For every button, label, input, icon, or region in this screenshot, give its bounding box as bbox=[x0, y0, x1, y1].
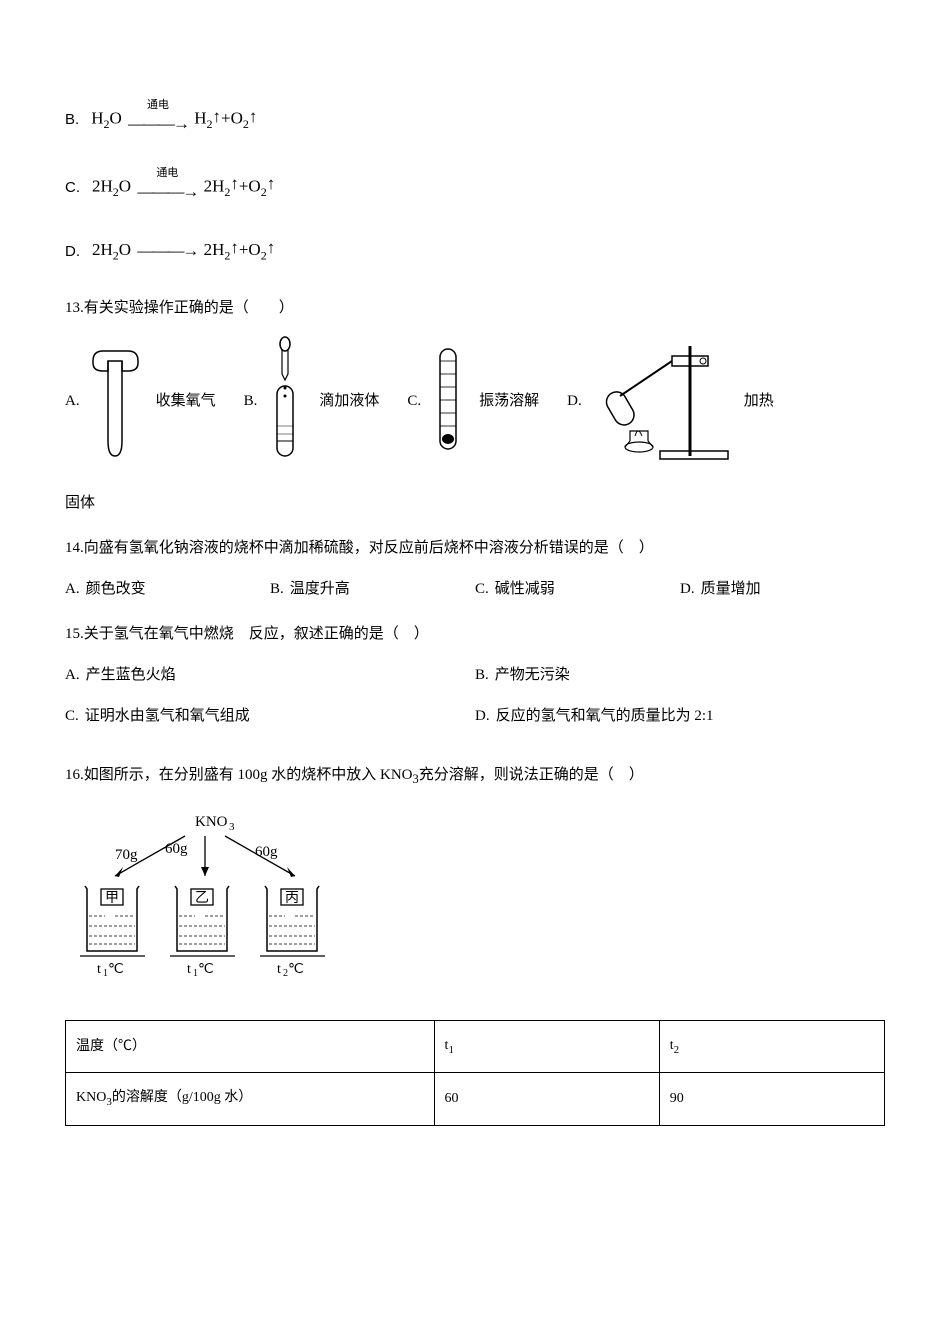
table-cell: 60 bbox=[434, 1073, 659, 1126]
table-cell: 90 bbox=[659, 1073, 884, 1126]
svg-text:t: t bbox=[97, 962, 101, 977]
equation-option-d: D. 2H2O ———→ 2H2↑+O2↑ bbox=[65, 235, 885, 267]
svg-text:℃: ℃ bbox=[108, 962, 124, 977]
option-text: 碱性减弱 bbox=[495, 576, 555, 603]
kno3-label: KNO bbox=[195, 814, 228, 830]
option-label: A. bbox=[65, 662, 80, 689]
option-text: 加热 bbox=[744, 388, 774, 415]
beaker-2: 乙 t1℃ bbox=[170, 886, 235, 979]
question-text: 有关实验操作正确的是（ ） bbox=[84, 300, 294, 316]
question-number: 15. bbox=[65, 626, 84, 642]
arrow-with-label: 通电 ———→ bbox=[128, 100, 188, 140]
option-a: A.颜色改变 bbox=[65, 576, 270, 603]
option-text: 颜色改变 bbox=[86, 576, 146, 603]
question-text-post: 充分溶解，则说法正确的是（ ） bbox=[419, 767, 644, 783]
option-c: C.碱性减弱 bbox=[475, 576, 680, 603]
option-label: D. bbox=[475, 703, 490, 730]
option-label: A. bbox=[65, 388, 80, 415]
svg-text:t: t bbox=[277, 962, 281, 977]
option-text: 振荡溶解 bbox=[479, 388, 539, 415]
option-b: B. 滴加液体 bbox=[244, 336, 380, 466]
option-text: 收集氧气 bbox=[156, 388, 216, 415]
shake-tube-icon bbox=[429, 341, 465, 461]
option-label: D. bbox=[680, 576, 695, 603]
arrow-plain: ———→ bbox=[137, 236, 197, 267]
question-number: 14. bbox=[65, 540, 84, 556]
equation-option-b: B. H2O 通电 ———→ H2↑+O2↑ bbox=[65, 100, 885, 140]
question-number: 16. bbox=[65, 767, 84, 783]
option-text: 质量增加 bbox=[701, 576, 761, 603]
option-label: D. bbox=[567, 388, 582, 415]
table-cell: 温度（℃） bbox=[66, 1020, 435, 1073]
question-13: 13.有关实验操作正确的是（ ） bbox=[65, 295, 885, 322]
heating-apparatus-icon bbox=[590, 341, 730, 461]
question-15: 15.关于氢气在氧气中燃烧 反应，叙述正确的是（ ） bbox=[65, 621, 885, 648]
equation: 2H2O ———→ 2H2↑+O2↑ bbox=[92, 235, 275, 267]
option-label: A. bbox=[65, 576, 80, 603]
option-text: 滴加液体 bbox=[319, 388, 379, 415]
option-text: 产物无污染 bbox=[495, 662, 570, 689]
question-text: 关于氢气在氧气中燃烧 反应，叙述正确的是（ ） bbox=[84, 626, 429, 642]
q13-options: A. 收集氧气 B. 滴加液体 C. bbox=[65, 336, 885, 466]
question-text: 向盛有氢氧化钠溶液的烧杯中滴加稀硫酸，对反应前后烧杯中溶液分析错误的是（ ） bbox=[84, 540, 654, 556]
equation-option-c: C. 2H2O 通电 ———→ 2H2↑+O2↑ bbox=[65, 168, 885, 208]
svg-text:℃: ℃ bbox=[288, 962, 304, 977]
solubility-table: 温度（℃） t1 t2 KNO3的溶解度（g/100g 水） 60 90 bbox=[65, 1020, 885, 1126]
option-label: C. bbox=[407, 388, 421, 415]
option-a: A. 收集氧气 bbox=[65, 336, 216, 466]
mass-2: 60g bbox=[165, 841, 188, 857]
option-text: 温度升高 bbox=[290, 576, 350, 603]
q13-footer-text: 固体 bbox=[65, 490, 885, 517]
equation: 2H2O 通电 ———→ 2H2↑+O2↑ bbox=[92, 168, 275, 208]
svg-text:甲: 甲 bbox=[105, 891, 119, 906]
q15-options: A.产生蓝色火焰 B.产物无污染 C.证明水由氢气和氧气组成 D.反应的氢气和氧… bbox=[65, 662, 885, 744]
table-cell: KNO3的溶解度（g/100g 水） bbox=[66, 1073, 435, 1126]
option-label: B. bbox=[244, 388, 258, 415]
table-row: KNO3的溶解度（g/100g 水） 60 90 bbox=[66, 1073, 885, 1126]
option-label: C. bbox=[65, 703, 79, 730]
option-text: 产生蓝色火焰 bbox=[86, 662, 176, 689]
option-b: B.温度升高 bbox=[270, 576, 475, 603]
question-number: 13. bbox=[65, 300, 84, 316]
option-a: A.产生蓝色火焰 bbox=[65, 662, 475, 689]
question-16: 16.如图所示，在分别盛有 100g 水的烧杯中放入 KNO3充分溶解，则说法正… bbox=[65, 762, 885, 791]
svg-text:3: 3 bbox=[229, 821, 235, 833]
option-label: B. bbox=[270, 576, 284, 603]
option-text: 证明水由氢气和氧气组成 bbox=[85, 703, 250, 730]
table-cell: t2 bbox=[659, 1020, 884, 1073]
equation: H2O 通电 ———→ H2↑+O2↑ bbox=[91, 100, 257, 140]
option-text: 反应的氢气和氧气的质量比为 2:1 bbox=[496, 703, 714, 730]
option-d: D.反应的氢气和氧气的质量比为 2:1 bbox=[475, 703, 885, 730]
test-tube-collect-icon bbox=[88, 341, 142, 461]
option-c: C.证明水由氢气和氧气组成 bbox=[65, 703, 475, 730]
option-b: B.产物无污染 bbox=[475, 662, 885, 689]
option-label: B. bbox=[475, 662, 489, 689]
beaker-diagram: KNO3 70g 60g 60g 甲 t1℃ 乙 bbox=[65, 811, 885, 996]
svg-text:乙: 乙 bbox=[195, 890, 209, 906]
svg-text:丙: 丙 bbox=[285, 891, 299, 906]
beaker-3: 丙 t2℃ bbox=[260, 886, 325, 979]
dropper-tube-icon bbox=[265, 336, 305, 466]
option-label: C. bbox=[65, 174, 80, 201]
option-d: D. 加热 bbox=[567, 336, 774, 466]
table-cell: t1 bbox=[434, 1020, 659, 1073]
option-label: B. bbox=[65, 106, 79, 133]
arrow-with-label: 通电 ———→ bbox=[137, 168, 197, 208]
option-label: D. bbox=[65, 238, 80, 265]
question-14: 14.向盛有氢氧化钠溶液的烧杯中滴加稀硫酸，对反应前后烧杯中溶液分析错误的是（ … bbox=[65, 535, 885, 562]
option-label: C. bbox=[475, 576, 489, 603]
option-c: C. 振荡溶解 bbox=[407, 336, 539, 466]
svg-text:t: t bbox=[187, 962, 191, 977]
mass-3: 60g bbox=[255, 844, 278, 860]
beaker-1: 甲 t1℃ bbox=[80, 886, 145, 979]
question-text-pre: 如图所示，在分别盛有 100g 水的烧杯中放入 KNO bbox=[84, 767, 413, 783]
svg-text:℃: ℃ bbox=[198, 962, 214, 977]
q14-options: A.颜色改变 B.温度升高 C.碱性减弱 D.质量增加 bbox=[65, 576, 885, 603]
table-row-header: 温度（℃） t1 t2 bbox=[66, 1020, 885, 1073]
mass-1: 70g bbox=[115, 847, 138, 863]
option-d: D.质量增加 bbox=[680, 576, 885, 603]
